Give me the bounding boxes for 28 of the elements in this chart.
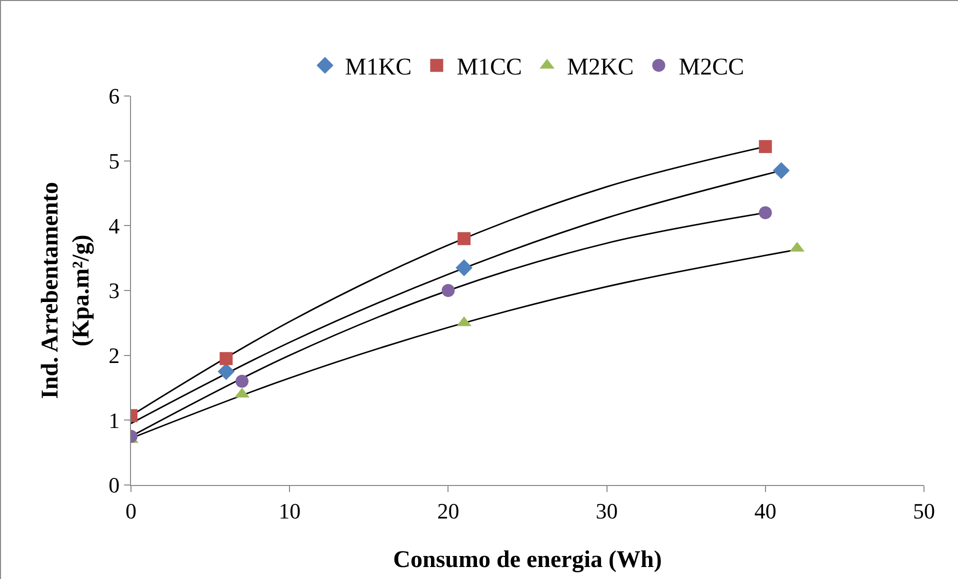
point bbox=[220, 352, 233, 366]
legend-label: M2KC bbox=[567, 54, 634, 81]
x-tick-label: 40 bbox=[754, 498, 776, 524]
y-tick-label: 1 bbox=[108, 408, 120, 433]
x-tick-label: 50 bbox=[913, 498, 935, 524]
legend-label: M1CC bbox=[456, 54, 522, 81]
point bbox=[456, 259, 473, 276]
point bbox=[442, 284, 455, 297]
y-tick-label: 6 bbox=[108, 84, 120, 109]
x-tick-label: 10 bbox=[278, 498, 301, 524]
point bbox=[758, 140, 772, 154]
y-tick-label: 2 bbox=[108, 343, 120, 368]
y-tick-label: 5 bbox=[108, 148, 120, 174]
point bbox=[458, 232, 471, 246]
y-tick-label: 0 bbox=[108, 472, 120, 498]
x-axis-title: Consumo de energia (Wh) bbox=[393, 547, 662, 573]
point bbox=[236, 374, 249, 388]
x-tick-label: 30 bbox=[596, 498, 618, 524]
y-axis-title: Ind. Arrebentamento (Kpa.m²/g) bbox=[38, 182, 95, 399]
point bbox=[772, 162, 790, 180]
point bbox=[218, 363, 235, 380]
x-tick-label: 20 bbox=[437, 498, 460, 524]
y-tick-label: 3 bbox=[108, 278, 120, 304]
y-tick-label: 4 bbox=[108, 213, 120, 238]
legend-label: M2CC bbox=[678, 54, 744, 81]
legend-label: M1KC bbox=[345, 54, 412, 81]
point bbox=[758, 206, 772, 220]
x-tick-label: 0 bbox=[126, 498, 136, 524]
